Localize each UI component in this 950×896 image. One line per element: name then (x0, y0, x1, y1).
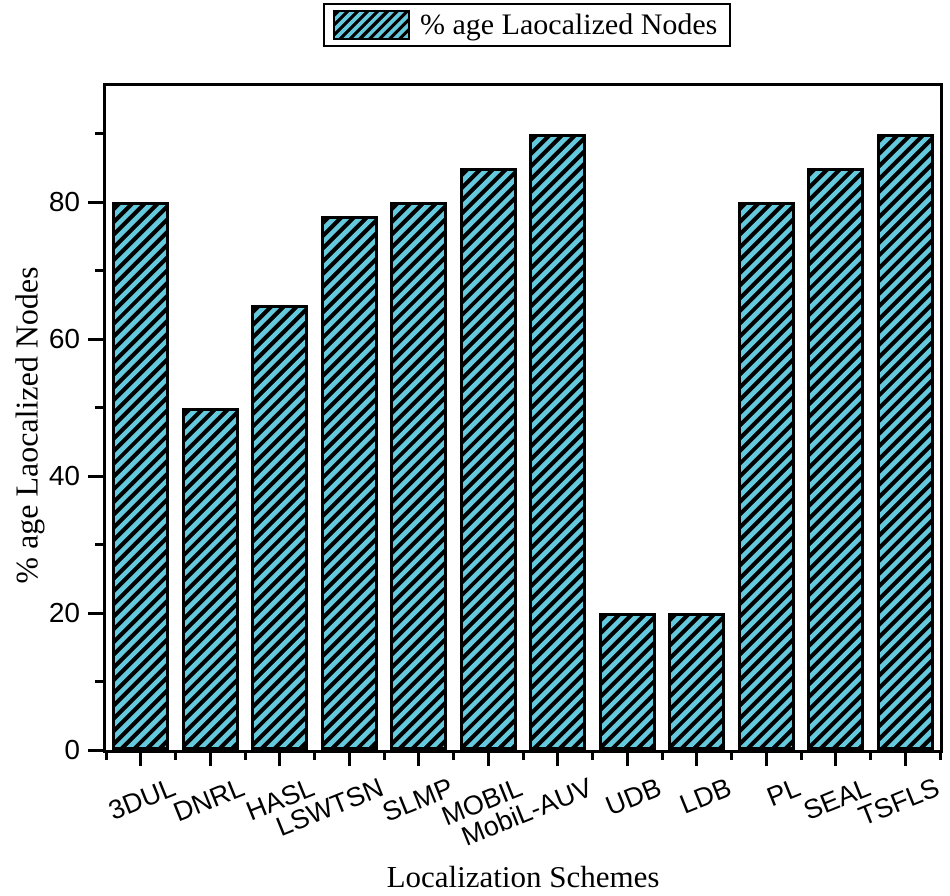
bar-DNRL (181, 407, 239, 750)
x-minor-tick (521, 753, 525, 760)
y-major-tick (88, 611, 103, 615)
bar-HASL (251, 305, 309, 750)
bar-TSFLS (876, 133, 934, 750)
y-major-tick (88, 200, 103, 204)
y-tick-label: 40 (48, 460, 80, 492)
x-major-tick (695, 753, 699, 766)
y-tick-label: 80 (48, 186, 80, 218)
x-minor-tick (591, 753, 594, 760)
x-major-tick (834, 753, 838, 766)
y-major-tick (88, 337, 103, 341)
legend-label: % age Laocalized Nodes (420, 8, 718, 41)
x-category-label: TSFLS (854, 772, 944, 832)
x-category-label: 3DUL (103, 772, 180, 826)
x-minor-tick (938, 753, 942, 760)
bar-MobiL-AUV (529, 133, 587, 750)
legend-hatch-swatch (333, 9, 410, 40)
y-tick-label: 0 (64, 734, 80, 765)
x-category-label: LDB (675, 772, 736, 820)
bar-SEAL (807, 168, 865, 750)
bar-SLMP (390, 202, 448, 750)
x-major-tick (139, 753, 143, 766)
x-minor-tick (174, 753, 177, 760)
y-minor-tick (95, 680, 103, 684)
bar-3DUL (112, 202, 170, 750)
x-minor-tick (452, 753, 455, 760)
x-category-label: DNRL (169, 772, 249, 828)
x-minor-tick (104, 753, 108, 760)
plot-area: 0 20 40 60 80 3DUL DNRL HASL LSWTSN SLMP MOBIL Mobi… (49, 83, 944, 852)
x-major-tick (486, 753, 490, 766)
x-minor-tick (730, 753, 733, 760)
y-minor-tick (95, 132, 103, 136)
x-category-label: UDB (601, 772, 666, 822)
x-category-label: PL (762, 772, 805, 813)
x-minor-tick (243, 753, 247, 760)
y-minor-tick (95, 269, 103, 273)
x-major-tick (208, 753, 212, 766)
y-major-tick (88, 748, 103, 752)
x-axis-title: Localization Schemes (386, 859, 660, 894)
legend: % age Laocalized Nodes (323, 3, 732, 47)
bar-MOBIL (459, 168, 517, 750)
x-minor-tick (660, 753, 664, 760)
x-minor-tick (869, 753, 872, 760)
y-tick-label: 60 (48, 323, 80, 355)
bar-PL (737, 202, 795, 750)
x-major-tick (417, 753, 421, 766)
y-axis-title: % age Laocalized Nodes (8, 266, 45, 584)
x-major-tick (625, 753, 629, 766)
x-major-tick (347, 753, 351, 766)
y-major-tick (88, 474, 103, 478)
y-minor-tick (95, 543, 103, 547)
bar-UDB (598, 613, 656, 750)
bar-LDB (668, 613, 726, 750)
x-major-tick (764, 753, 768, 766)
x-major-tick (278, 753, 282, 766)
y-tick-label: 20 (48, 597, 80, 629)
x-minor-tick (313, 753, 316, 760)
x-major-tick (903, 753, 907, 766)
y-minor-tick (95, 406, 103, 410)
x-minor-tick (382, 753, 386, 760)
x-major-tick (556, 753, 560, 766)
x-minor-tick (799, 753, 803, 760)
bar-LSWTSN (320, 216, 378, 750)
